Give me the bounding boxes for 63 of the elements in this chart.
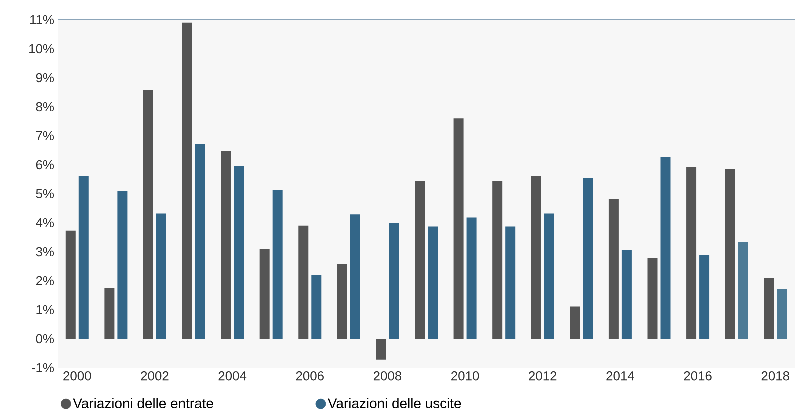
x-tick-label: 2004 <box>218 372 247 381</box>
bar <box>608 200 619 339</box>
y-tick-label: 3% <box>36 247 54 257</box>
legend-label: Variazioni delle entrate <box>73 398 214 409</box>
x-tick-label: 2000 <box>64 372 92 381</box>
bar <box>143 90 154 339</box>
y-tick-label: 4% <box>36 218 54 228</box>
bar <box>531 176 542 339</box>
bar <box>700 255 710 339</box>
y-tick-label: 2% <box>36 276 54 286</box>
bar <box>466 218 477 339</box>
x-tick-label: 2006 <box>296 372 324 381</box>
bar <box>686 167 697 339</box>
bar <box>738 242 748 339</box>
bar <box>337 264 348 339</box>
x-tick-label: 2012 <box>529 372 557 381</box>
y-tick-label: 9% <box>36 73 54 83</box>
bar <box>492 181 503 339</box>
x-tick-label: 2008 <box>374 372 402 381</box>
bar <box>777 289 788 339</box>
bar <box>182 22 192 339</box>
bar <box>660 157 671 339</box>
bar <box>622 250 632 339</box>
bar <box>544 214 554 339</box>
bar <box>389 223 400 339</box>
bar <box>66 230 76 339</box>
bar <box>298 226 309 339</box>
y-tick-label: 1% <box>36 305 54 315</box>
bar <box>583 178 594 339</box>
bar <box>104 288 115 339</box>
bar <box>350 214 360 339</box>
bar <box>570 306 580 339</box>
bar <box>725 169 736 339</box>
bar <box>376 339 386 360</box>
bar <box>454 118 464 339</box>
bar <box>415 181 426 339</box>
bar <box>272 190 283 339</box>
bar <box>195 144 206 339</box>
x-tick-label: 2014 <box>606 372 634 381</box>
bar <box>221 151 232 339</box>
y-tick-label: 5% <box>36 189 54 199</box>
y-tick-label: 8% <box>36 102 54 112</box>
x-tick-label: 2016 <box>684 372 712 381</box>
x-tick-label: 2018 <box>762 372 790 381</box>
y-tick-label: 0% <box>36 334 54 344</box>
bar <box>506 226 516 339</box>
y-tick-label: 6% <box>36 160 54 170</box>
legend-label: Variazioni delle uscite <box>328 398 462 409</box>
bar <box>118 191 128 339</box>
y-tick-label: 10% <box>30 44 54 54</box>
bar <box>78 176 89 339</box>
bar <box>260 249 270 339</box>
y-tick-label: 11% <box>30 15 54 25</box>
x-tick-label: 2002 <box>141 372 169 381</box>
y-tick-label: -1% <box>32 363 54 373</box>
bar <box>312 275 322 339</box>
x-tick-label: 2010 <box>452 372 480 381</box>
bar <box>764 278 774 339</box>
y-tick-label: 7% <box>36 131 54 141</box>
bar <box>648 258 658 339</box>
bar <box>428 226 438 339</box>
bar <box>234 166 244 339</box>
bar <box>156 214 166 339</box>
